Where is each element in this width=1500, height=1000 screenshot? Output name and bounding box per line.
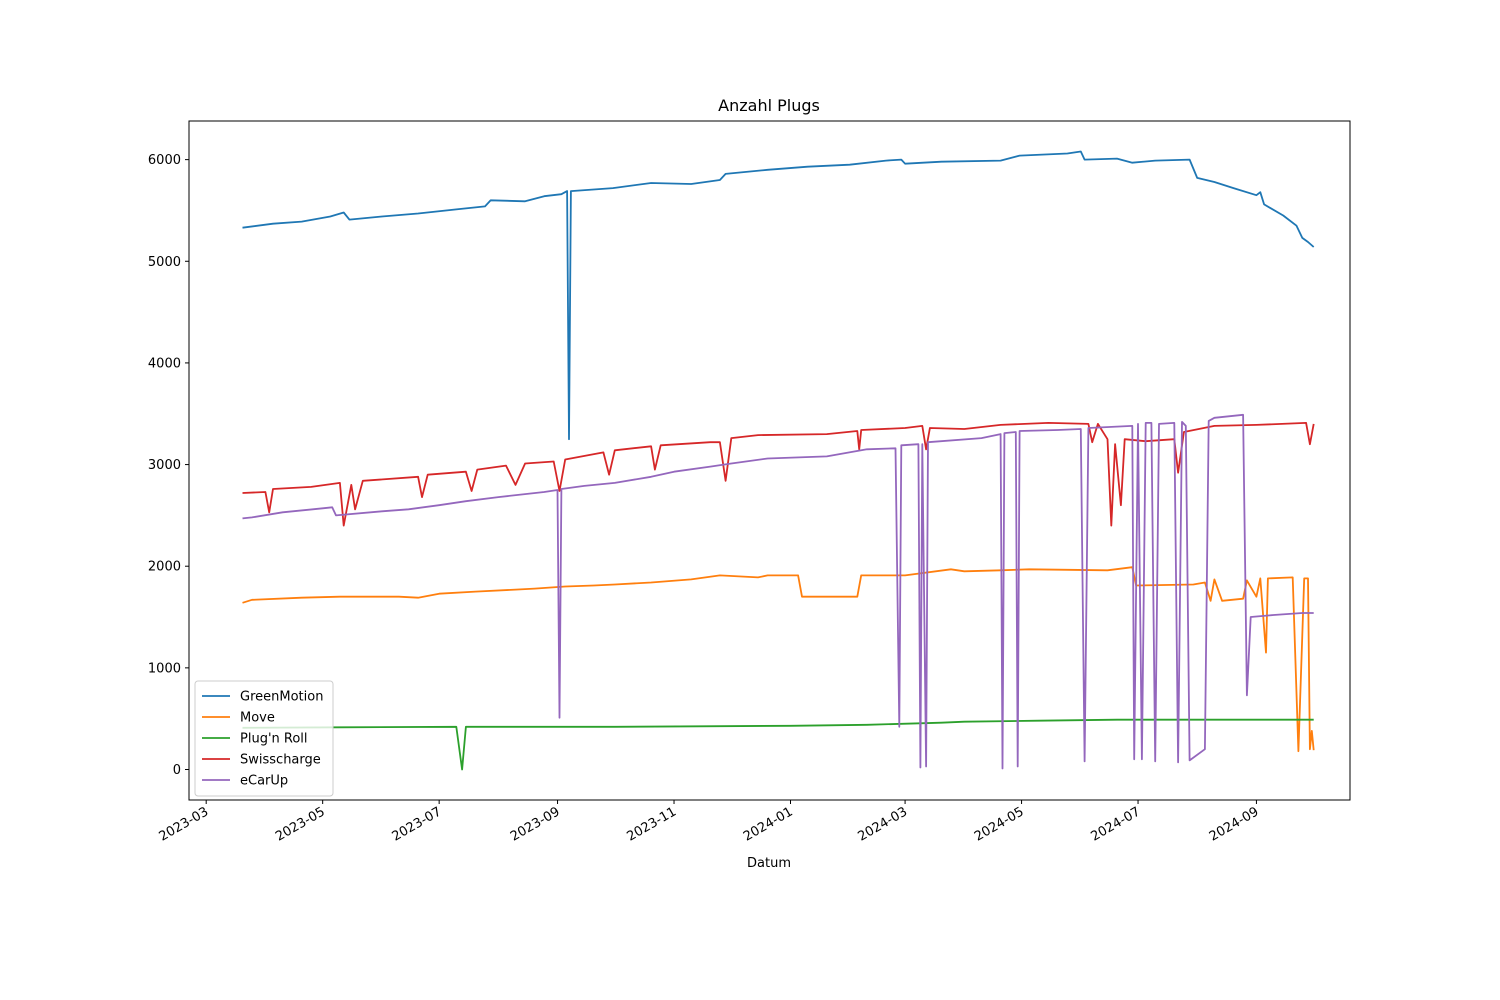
legend-label: Move (240, 711, 275, 726)
legend: GreenMotion Move Plug'n Roll Swisscharge eCa… (194, 680, 334, 797)
series-line-plug-n-roll (242, 718, 1314, 771)
x-tick-label: 2023-11 (624, 804, 679, 844)
legend-box (194, 680, 334, 797)
x-tick-label: 2023-03 (157, 804, 212, 844)
legend-label: GreenMotion (240, 690, 323, 705)
y-tick-label: 6000 (148, 153, 181, 168)
x-tick-label: 2023-09 (508, 804, 563, 844)
x-tick-label: 2024-01 (741, 804, 796, 844)
y-tick-label: 3000 (148, 458, 181, 473)
legend-label: Plug'n Roll (240, 732, 308, 747)
x-tick-label: 2023-05 (273, 804, 328, 844)
series-line-ecarup (242, 413, 1314, 770)
x-axis-title: Datum (747, 856, 791, 871)
y-tick-label: 2000 (148, 560, 181, 575)
y-tick-label: 5000 (148, 255, 181, 270)
y-tick-label: 0 (173, 763, 181, 778)
chart-title: Anzahl Plugs (718, 96, 820, 115)
x-tick-label: 2023-07 (390, 804, 445, 844)
y-tick-label: 4000 (148, 356, 181, 371)
series-line-move (242, 566, 1315, 753)
series-line-swisscharge (242, 422, 1315, 527)
x-tick-label: 2024-05 (972, 804, 1027, 844)
y-tick-label: 1000 (148, 661, 181, 676)
x-tick-label: 2024-09 (1207, 804, 1262, 844)
x-tick-label: 2024-07 (1088, 804, 1143, 844)
series-line-greenmotion (242, 150, 1315, 441)
legend-label: Swisscharge (240, 753, 321, 768)
series-lines (242, 150, 1315, 771)
plot-frame (188, 120, 1351, 801)
legend-label: eCarUp (240, 774, 288, 789)
x-tick-label: 2024-03 (856, 804, 911, 844)
